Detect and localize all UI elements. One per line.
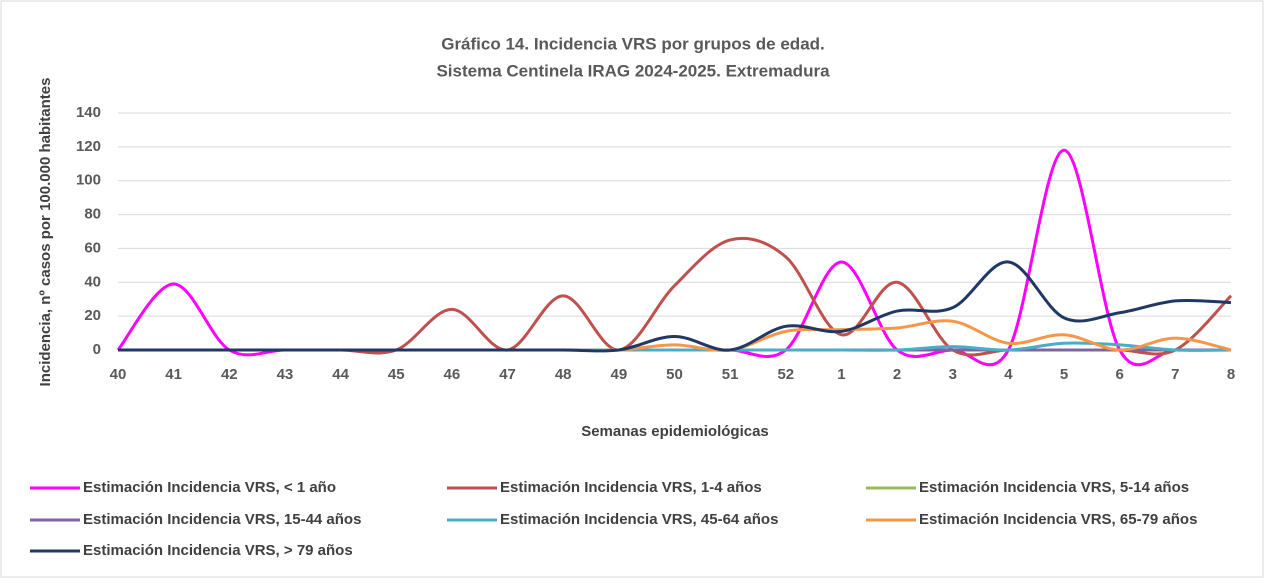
y-tick-label: 80 (84, 206, 101, 223)
y-tick-label: 140 (76, 104, 101, 121)
x-axis-title: Semanas epidemiológicas (581, 423, 769, 440)
x-tick-label: 51 (722, 366, 739, 383)
x-tick-label: 43 (277, 366, 294, 383)
x-tick-label: 7 (1171, 366, 1179, 383)
y-tick-label: 120 (76, 138, 101, 155)
y-tick-label: 40 (84, 273, 101, 290)
x-tick-label: 52 (777, 366, 794, 383)
x-tick-label: 47 (499, 366, 516, 383)
legend-label: Estimación Incidencia VRS, 15-44 años (83, 511, 361, 528)
legend-label: Estimación Incidencia VRS, < 1 año (83, 479, 336, 496)
y-tick-label: 0 (93, 341, 101, 358)
x-tick-label: 3 (949, 366, 957, 383)
legend-label: Estimación Incidencia VRS, 5-14 años (919, 479, 1189, 496)
x-tick-label: 48 (555, 366, 572, 383)
x-tick-label: 8 (1227, 366, 1235, 383)
series-line (118, 260, 1232, 353)
y-tick-label: 60 (84, 239, 101, 256)
x-tick-label: 46 (444, 366, 461, 383)
x-tick-label: 45 (388, 366, 405, 383)
legend-label: Estimación Incidencia VRS, 1-4 años (500, 479, 762, 496)
x-tick-label: 49 (611, 366, 628, 383)
legend-label: Estimación Incidencia VRS, > 79 años (83, 542, 353, 559)
chart-title: Gráfico 14. Incidencia VRS por grupos de… (441, 34, 825, 53)
legend-label: Estimación Incidencia VRS, 45-64 años (500, 511, 778, 528)
x-tick-label: 42 (221, 366, 238, 383)
y-tick-label: 100 (76, 172, 101, 189)
x-tick-label: 4 (1004, 366, 1013, 383)
x-tick-label: 2 (893, 366, 901, 383)
y-tick-label: 20 (84, 307, 101, 324)
chart-title: Sistema Centinela IRAG 2024-2025. Extrem… (436, 61, 830, 80)
x-tick-label: 41 (165, 366, 182, 383)
x-tick-label: 6 (1116, 366, 1124, 383)
x-tick-label: 1 (837, 366, 845, 383)
legend-label: Estimación Incidencia VRS, 65-79 años (919, 511, 1197, 528)
y-axis-title: Incidencia, nº casos por 100.000 habitan… (37, 78, 54, 387)
x-tick-label: 50 (666, 366, 683, 383)
x-tick-label: 5 (1060, 366, 1068, 383)
x-tick-label: 40 (110, 366, 127, 383)
x-tick-label: 44 (332, 366, 349, 383)
